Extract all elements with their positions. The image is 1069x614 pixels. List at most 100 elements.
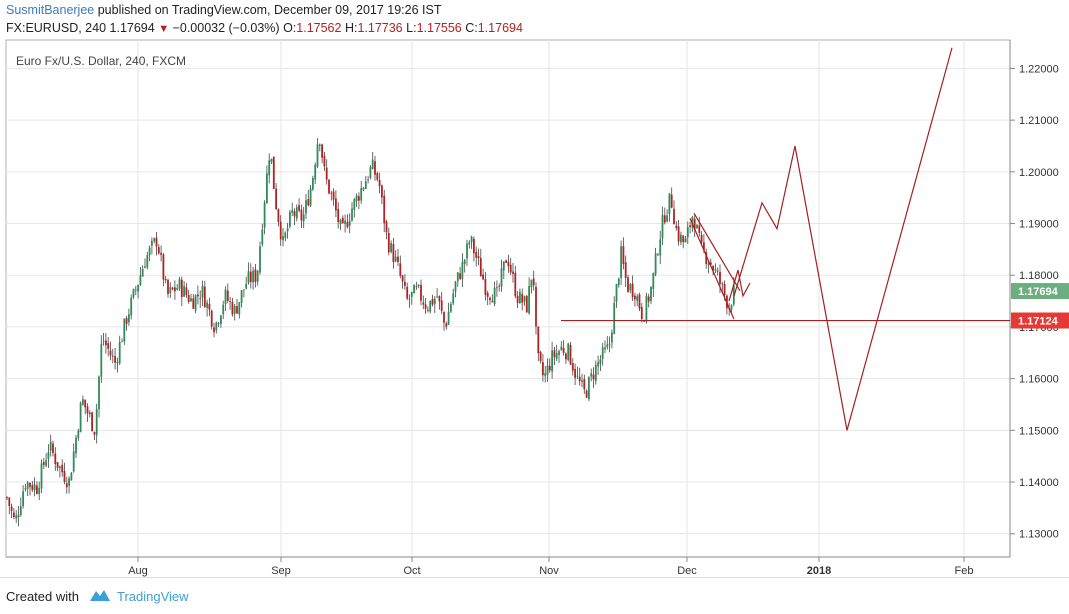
candle-up [123,318,126,342]
candle-up [657,254,659,256]
candle-down [213,327,215,333]
candle-down [203,286,206,308]
candle-up [263,202,266,228]
candle-up [452,293,455,304]
candle-down [13,512,15,517]
candle-up [450,304,452,312]
candle-down [199,298,202,300]
candle-up [252,270,254,283]
candle-up [636,296,639,301]
candle-down [325,167,328,180]
candle-up [141,268,144,277]
candle-up [137,285,139,292]
channel-lower-line[interactable] [689,218,735,320]
y-tick-label: 1.20000 [1019,167,1059,179]
candle-down [424,304,427,309]
candle-up [594,365,597,382]
author-link[interactable]: SusmitBanerjee [6,3,95,17]
candle-up [433,298,436,304]
open-value: 1.17562 [296,21,342,35]
candle-up [59,466,61,469]
candle-up [355,195,358,202]
candle-down [167,279,169,295]
candle-up [454,281,457,292]
candle-down [275,188,277,210]
candle-down [54,453,57,465]
channel-upper-line[interactable] [693,212,741,292]
candle-down [341,217,344,224]
x-tick-label: Feb [955,565,974,577]
candle-down [210,310,213,327]
candle-up [215,322,218,331]
candle-down [712,266,714,271]
candle-up [493,287,496,305]
close-value: 1.17694 [477,21,523,35]
candle-up [134,289,137,291]
candle-up [153,238,156,242]
candle-down [459,273,461,279]
candle-up [305,200,307,214]
candle-up [470,236,473,242]
candle-down [723,283,726,296]
candle-down [208,304,211,310]
candle-down [52,443,54,454]
candle-down [401,275,404,282]
candle-down [164,279,167,281]
candle-up [608,343,611,345]
candle-up [102,341,105,343]
candle-down [634,295,636,300]
candle-down [675,225,678,229]
plot-area[interactable] [5,39,1011,558]
candle-down [585,390,588,398]
candle-up [680,234,682,243]
projection-path[interactable] [733,47,953,431]
candle-up [668,193,671,215]
candle-down [155,237,158,247]
candle-up [75,437,77,454]
candle-down [440,300,443,311]
candle-up [666,215,668,222]
candle-up [629,284,632,291]
candle-up [466,243,468,259]
candle-down [427,309,429,311]
candle-up [576,375,579,377]
candle-down [491,300,494,303]
candle-down [332,191,335,200]
candle-up [49,441,52,451]
candle-up [654,253,657,275]
candle-down [682,235,685,243]
candle-up [686,227,689,238]
candle-down [31,485,34,490]
candle-up [581,380,583,382]
channel-zigzag[interactable] [728,269,751,302]
candle-up [270,158,273,163]
x-tick-label: Sep [271,565,291,577]
candle-up [560,346,563,351]
candle-up [344,220,346,225]
candle-down [61,464,64,473]
candle-down [86,406,89,414]
candle-up [268,160,271,176]
candle-up [19,506,22,516]
candle-up [139,275,142,285]
candle-up [496,287,498,289]
footer-divider [0,577,1069,578]
candle-up [318,144,321,146]
last-price: 1.17694 [109,21,155,35]
candle-up [661,215,664,239]
quote-line: FX:EURUSD, 240 1.17694 ▼ −0.00032 (−0.03… [6,20,523,38]
published-text: published on TradingView.com, December 0… [97,3,442,17]
candle-down [6,497,8,499]
y-tick-label: 1.16000 [1019,374,1059,386]
candle-down [307,199,310,206]
candle-up [567,343,570,361]
candle-up [468,242,471,245]
candle-down [180,279,183,298]
candle-down [578,376,581,382]
candle-up [169,287,172,294]
candle-down [125,318,128,324]
candle-up [22,491,24,507]
tradingview-brand-link[interactable]: TradingView [116,589,189,604]
candle-up [732,284,735,305]
